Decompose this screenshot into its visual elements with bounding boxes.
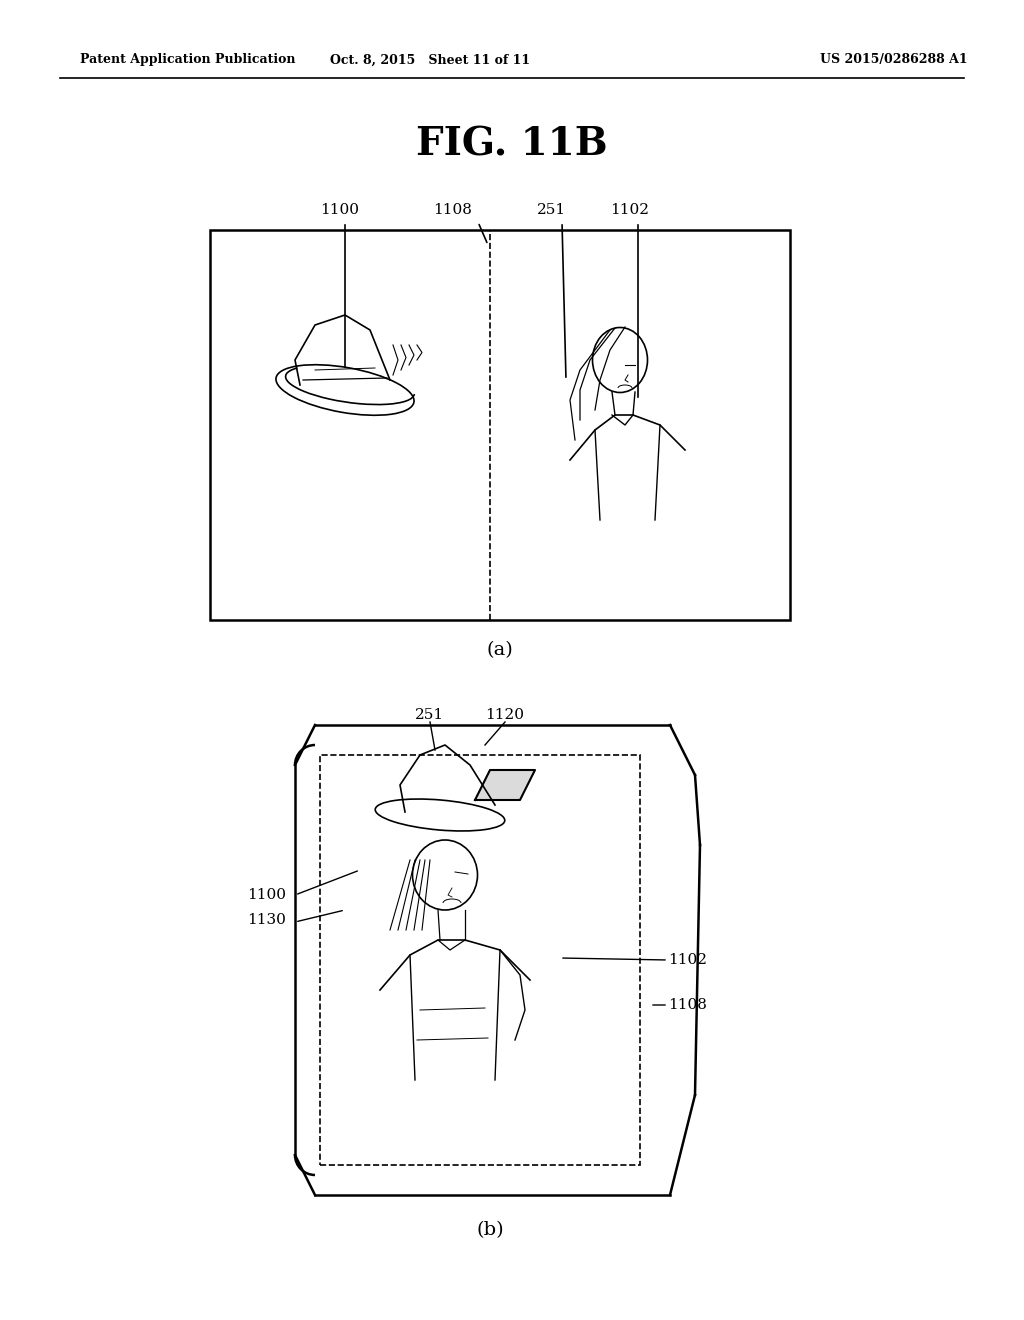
Text: Patent Application Publication: Patent Application Publication (80, 54, 296, 66)
Text: (b): (b) (476, 1221, 504, 1239)
Text: 1100: 1100 (247, 888, 286, 902)
Text: 1102: 1102 (668, 953, 707, 968)
Text: FIG. 11B: FIG. 11B (416, 125, 608, 164)
Text: 1120: 1120 (485, 708, 524, 722)
Text: US 2015/0286288 A1: US 2015/0286288 A1 (820, 54, 968, 66)
Text: 251: 251 (538, 203, 566, 216)
Text: Oct. 8, 2015   Sheet 11 of 11: Oct. 8, 2015 Sheet 11 of 11 (330, 54, 530, 66)
Text: 251: 251 (416, 708, 444, 722)
Bar (210, 230, 790, 620)
Text: 1130: 1130 (247, 913, 286, 927)
Text: (a): (a) (486, 642, 513, 659)
Text: 1102: 1102 (610, 203, 649, 216)
Polygon shape (475, 770, 535, 800)
Bar (319, 755, 640, 1166)
Text: 1108: 1108 (433, 203, 472, 216)
Text: 1108: 1108 (668, 998, 707, 1012)
Text: 1100: 1100 (321, 203, 359, 216)
